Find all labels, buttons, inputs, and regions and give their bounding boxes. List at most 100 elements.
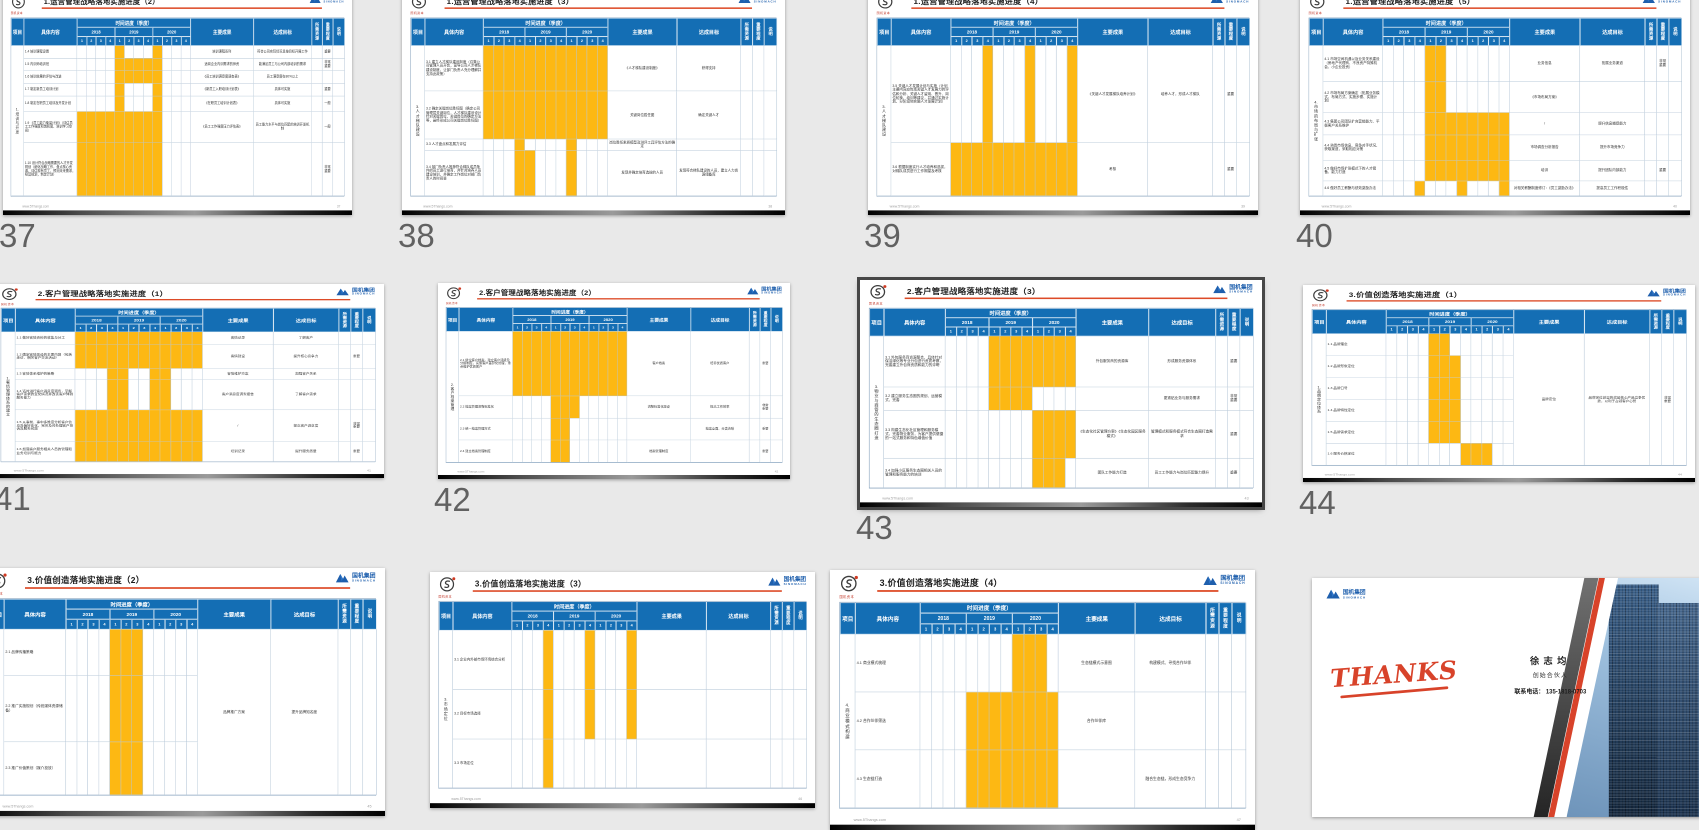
bottom-gradient-bar xyxy=(1300,210,1690,215)
quarter-header: 2 xyxy=(124,37,133,46)
quarter-cell xyxy=(1386,378,1397,400)
quarter-header: 4 xyxy=(556,37,566,46)
quarter-header: 2 xyxy=(956,327,967,336)
project-label: 3.物业与商管的生态圈打造 xyxy=(874,384,879,440)
column-header-importance: 重要程度 xyxy=(753,18,765,46)
column-header-content: 具体内容 xyxy=(15,308,75,332)
result-cell: 客情记录 xyxy=(203,332,274,345)
result-cell: 客户满意度调查报告 xyxy=(203,380,274,410)
gantt-bar xyxy=(587,91,597,139)
quarter-header: 2 xyxy=(1478,37,1489,46)
title-underline xyxy=(477,298,760,299)
gantt-bar xyxy=(599,332,609,397)
importance-cell: 非常重要 xyxy=(1657,46,1669,82)
gantt-bar xyxy=(134,143,143,196)
quarter-cell xyxy=(1418,443,1429,465)
goal-cell: 具体可实施 xyxy=(254,84,312,97)
project-label: 3.人才梯队建设 xyxy=(415,105,420,137)
year-header: 2019 xyxy=(554,611,596,621)
column-header-time: 时间进度（季度） xyxy=(77,18,190,27)
quarter-cell xyxy=(106,84,115,97)
swirl-logo-icon xyxy=(447,287,462,300)
quarter-cell xyxy=(106,71,115,84)
empty-cell xyxy=(1216,411,1228,459)
column-header-note: 说明 xyxy=(363,308,376,332)
slide-thumbnail-39[interactable]: 国机资本1.运营管理战略落地实施进度（4）国机集团SINOMACH项目具体内容时… xyxy=(868,0,1258,215)
sinomach-mountain-icon xyxy=(747,287,759,295)
swirl-logo-icon xyxy=(2,288,18,301)
quarter-cell xyxy=(512,739,522,788)
gantt-bar xyxy=(107,369,118,380)
quarter-header: 1 xyxy=(513,324,523,332)
quarter-cell xyxy=(1482,422,1493,444)
gantt-bar xyxy=(1033,411,1044,459)
result-cell: 生态链模式示意图 xyxy=(1058,634,1135,692)
quarter-cell xyxy=(945,387,956,410)
quarter-cell xyxy=(77,71,86,84)
gantt-bar xyxy=(87,112,96,144)
gantt-bar xyxy=(1450,378,1461,400)
empty-cell xyxy=(741,151,753,197)
quarter-cell xyxy=(181,380,192,410)
gantt-bar xyxy=(118,442,129,462)
gantt-bar xyxy=(1429,334,1440,356)
gantt-bar xyxy=(153,84,162,97)
column-header-time: 时间进度（季度） xyxy=(483,18,607,27)
slide-thumbnail-40[interactable]: 国机资本1.运营管理战略落地实施进度（5）国机集团SINOMACH项目具体内容时… xyxy=(1300,0,1690,215)
gantt-bar xyxy=(1429,356,1440,378)
quarter-cell xyxy=(172,58,181,71)
quarter-cell xyxy=(1467,46,1478,82)
quarter-cell xyxy=(483,151,493,197)
gantt-bar xyxy=(1425,135,1436,161)
gantt-bar xyxy=(1001,692,1013,750)
quarter-header: 1 xyxy=(1429,326,1440,334)
page-title: 3.价值创造落地实施进度（1） xyxy=(1349,290,1462,299)
quarter-cell xyxy=(556,151,566,197)
quarter-cell xyxy=(1397,400,1408,422)
gantt-bar xyxy=(1035,692,1047,750)
column-header-content: 具体内容 xyxy=(4,599,66,629)
quarter-cell xyxy=(554,630,564,690)
gantt-bar xyxy=(1012,692,1024,750)
empty-cell xyxy=(771,739,783,788)
empty-cell xyxy=(339,442,351,462)
slide-thumbnail-37[interactable]: 国机资本1.运营管理战略落地实施进度（2）国机集团SINOMACH项目具体内容时… xyxy=(3,0,352,215)
quarter-header: 3 xyxy=(1489,37,1500,46)
gantt-bar xyxy=(86,410,97,442)
quarter-cell xyxy=(1408,400,1419,422)
year-header: 2018 xyxy=(483,27,524,36)
quarter-cell xyxy=(932,634,944,692)
column-header-note: 说明 xyxy=(1232,603,1246,635)
gantt-bar xyxy=(97,442,108,462)
gantt-bar xyxy=(97,345,108,369)
quarter-cell xyxy=(171,380,182,410)
gantt-bar xyxy=(1012,750,1024,808)
quarter-cell xyxy=(967,387,978,410)
quarter-cell xyxy=(943,634,955,692)
quarter-cell xyxy=(97,380,108,410)
company-logo: 国机资本 xyxy=(440,576,456,592)
importance-cell: 一般 xyxy=(322,96,333,111)
result-cell: / xyxy=(203,410,274,442)
importance-cell: 非常重要 xyxy=(1228,387,1240,410)
gantt-bar xyxy=(597,91,607,139)
slide-thumbnail-38[interactable]: 国机资本1.运营管理战略落地实施进度（3）国机集团SINOMACH项目具体内容时… xyxy=(402,0,785,215)
quarter-cell xyxy=(577,139,587,150)
quarter-cell xyxy=(574,690,584,739)
slide-thumbnail-45[interactable]: 国机资本3.价值创造落地实施进度（2）国机集团SINOMACH项目具体内容时间进… xyxy=(0,568,385,816)
gantt-bar xyxy=(134,112,143,144)
column-header-result: 主要成果 xyxy=(198,599,271,629)
sinomach-mountain-icon xyxy=(738,0,751,3)
